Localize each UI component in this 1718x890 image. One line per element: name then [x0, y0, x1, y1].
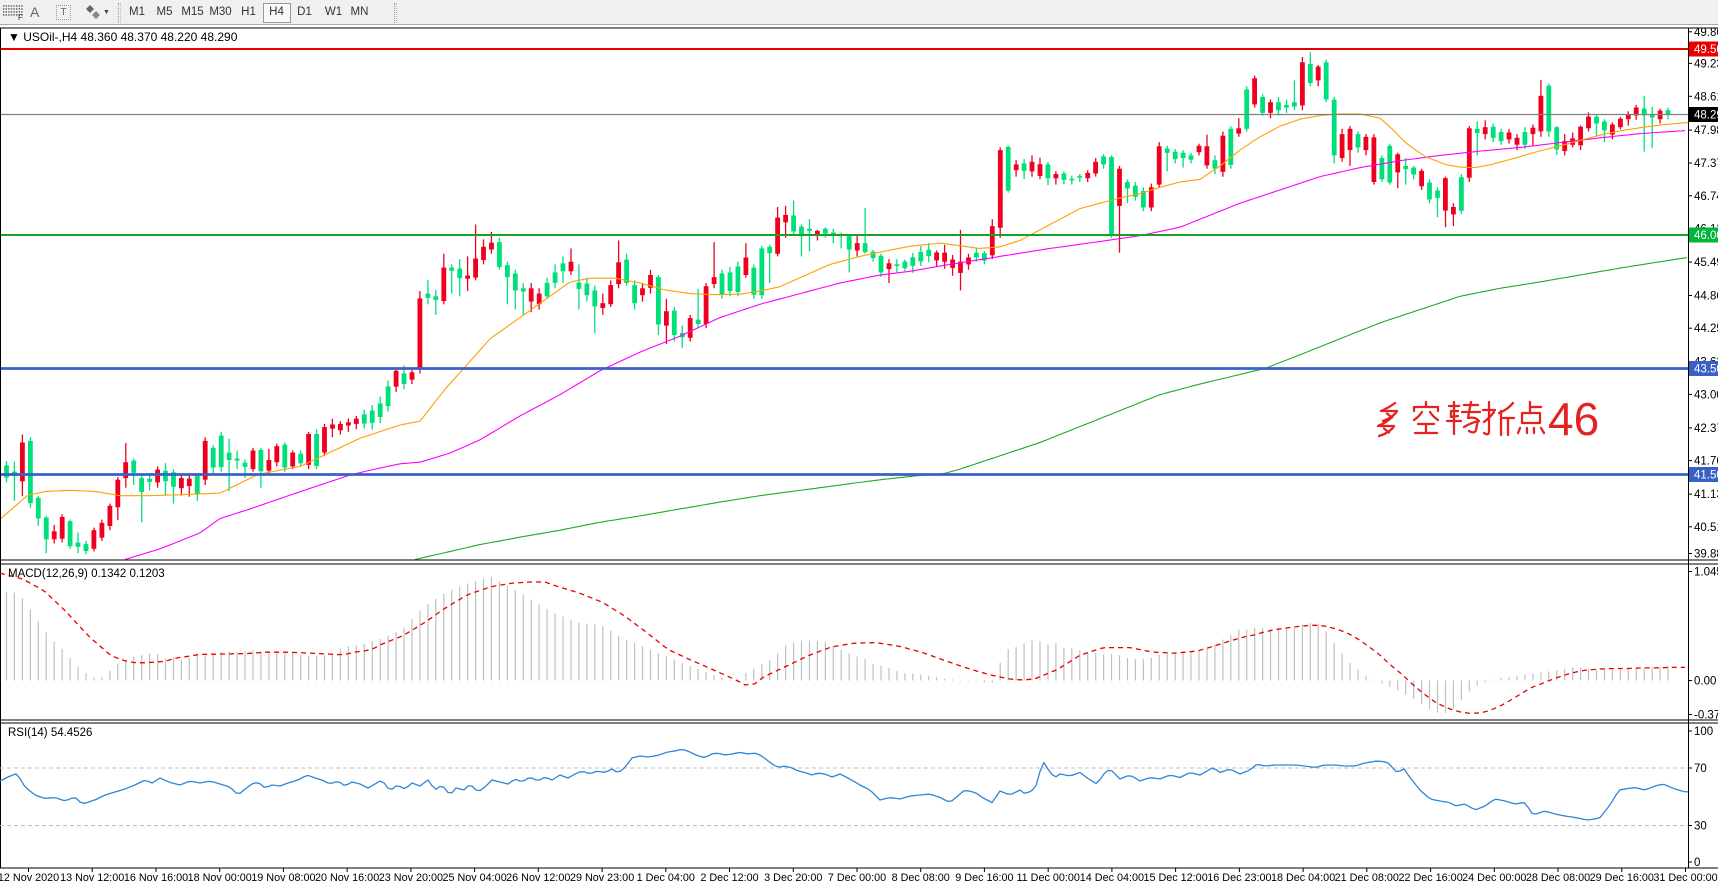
svg-text:40.515: 40.515 — [1694, 522, 1718, 534]
svg-text:49.500: 49.500 — [1694, 44, 1718, 56]
svg-text:1.0455: 1.0455 — [1694, 567, 1718, 579]
svg-text:19 Nov 08:00: 19 Nov 08:00 — [251, 872, 315, 884]
svg-text:22 Dec 16:00: 22 Dec 16:00 — [1398, 872, 1462, 884]
svg-text:48.290: 48.290 — [1694, 110, 1718, 122]
svg-text:47.370: 47.370 — [1694, 158, 1718, 170]
svg-text:23 Nov 20:00: 23 Nov 20:00 — [379, 872, 443, 884]
svg-text:28 Dec 08:00: 28 Dec 08:00 — [1526, 872, 1590, 884]
svg-text:44.865: 44.865 — [1694, 291, 1718, 303]
svg-text:11 Dec 00:00: 11 Dec 00:00 — [1016, 872, 1079, 884]
svg-text:12 Nov 2020: 12 Nov 2020 — [0, 872, 59, 884]
svg-text:43.005: 43.005 — [1694, 389, 1718, 401]
svg-text:14 Dec 04:00: 14 Dec 04:00 — [1080, 872, 1144, 884]
svg-text:7 Dec 00:00: 7 Dec 00:00 — [828, 872, 886, 884]
svg-text:18 Nov 00:00: 18 Nov 00:00 — [188, 872, 252, 884]
svg-text:13 Nov 12:00: 13 Nov 12:00 — [60, 872, 124, 884]
svg-text:24 Dec 00:00: 24 Dec 00:00 — [1462, 872, 1526, 884]
svg-text:0: 0 — [1694, 857, 1700, 869]
svg-text:47.985: 47.985 — [1694, 125, 1718, 137]
svg-text:16 Nov 16:00: 16 Nov 16:00 — [124, 872, 188, 884]
svg-text:31 Dec 00:00: 31 Dec 00:00 — [1653, 872, 1717, 884]
svg-text:-0.3750: -0.3750 — [1694, 710, 1718, 722]
svg-text:48.615: 48.615 — [1694, 91, 1718, 103]
svg-text:8 Dec 08:00: 8 Dec 08:00 — [892, 872, 950, 884]
svg-text:100: 100 — [1694, 726, 1713, 738]
svg-text:29 Nov 23:00: 29 Nov 23:00 — [570, 872, 634, 884]
svg-text:44.250: 44.250 — [1694, 323, 1718, 335]
svg-text:9 Dec 16:00: 9 Dec 16:00 — [955, 872, 1013, 884]
svg-text:1 Dec 04:00: 1 Dec 04:00 — [637, 872, 695, 884]
svg-text:49.860: 49.860 — [1694, 27, 1718, 39]
svg-text:3 Dec 20:00: 3 Dec 20:00 — [764, 872, 822, 884]
svg-text:25 Nov 04:00: 25 Nov 04:00 — [442, 872, 506, 884]
svg-text:30: 30 — [1694, 821, 1707, 833]
svg-text:39.885: 39.885 — [1694, 549, 1718, 561]
svg-text:45.495: 45.495 — [1694, 257, 1718, 269]
svg-text:43.500: 43.500 — [1694, 364, 1718, 376]
svg-text:2 Dec 12:00: 2 Dec 12:00 — [700, 872, 758, 884]
svg-text:26 Nov 12:00: 26 Nov 12:00 — [506, 872, 570, 884]
svg-text:F: F — [18, 13, 23, 21]
svg-text:46: 46 — [1548, 393, 1599, 445]
svg-text:41.760: 41.760 — [1694, 456, 1718, 468]
svg-text:41.500: 41.500 — [1694, 470, 1718, 482]
svg-text:46.740: 46.740 — [1694, 191, 1718, 203]
svg-text:0.00: 0.00 — [1694, 676, 1716, 688]
svg-text:21 Dec 08:00: 21 Dec 08:00 — [1335, 872, 1399, 884]
svg-text:70: 70 — [1694, 763, 1707, 775]
svg-text:18 Dec 04:00: 18 Dec 04:00 — [1271, 872, 1335, 884]
svg-text:49.230: 49.230 — [1694, 58, 1718, 70]
svg-text:41.130: 41.130 — [1694, 489, 1718, 501]
svg-text:20 Nov 16:00: 20 Nov 16:00 — [315, 872, 379, 884]
svg-text:42.375: 42.375 — [1694, 423, 1718, 435]
svg-text:29 Dec 16:00: 29 Dec 16:00 — [1590, 872, 1654, 884]
svg-text:MACD(12,26,9) 0.1342 0.1203: MACD(12,26,9) 0.1342 0.1203 — [8, 568, 165, 580]
svg-text:46.000: 46.000 — [1694, 230, 1718, 242]
svg-text:RSI(14) 54.4526: RSI(14) 54.4526 — [8, 727, 92, 739]
svg-text:16 Dec 23:00: 16 Dec 23:00 — [1207, 872, 1271, 884]
svg-text:▼ USOil-,H4 48.360 48.370 48.: ▼ USOil-,H4 48.360 48.370 48.220 48.290 — [8, 30, 238, 44]
svg-text:15 Dec 12:00: 15 Dec 12:00 — [1143, 872, 1207, 884]
